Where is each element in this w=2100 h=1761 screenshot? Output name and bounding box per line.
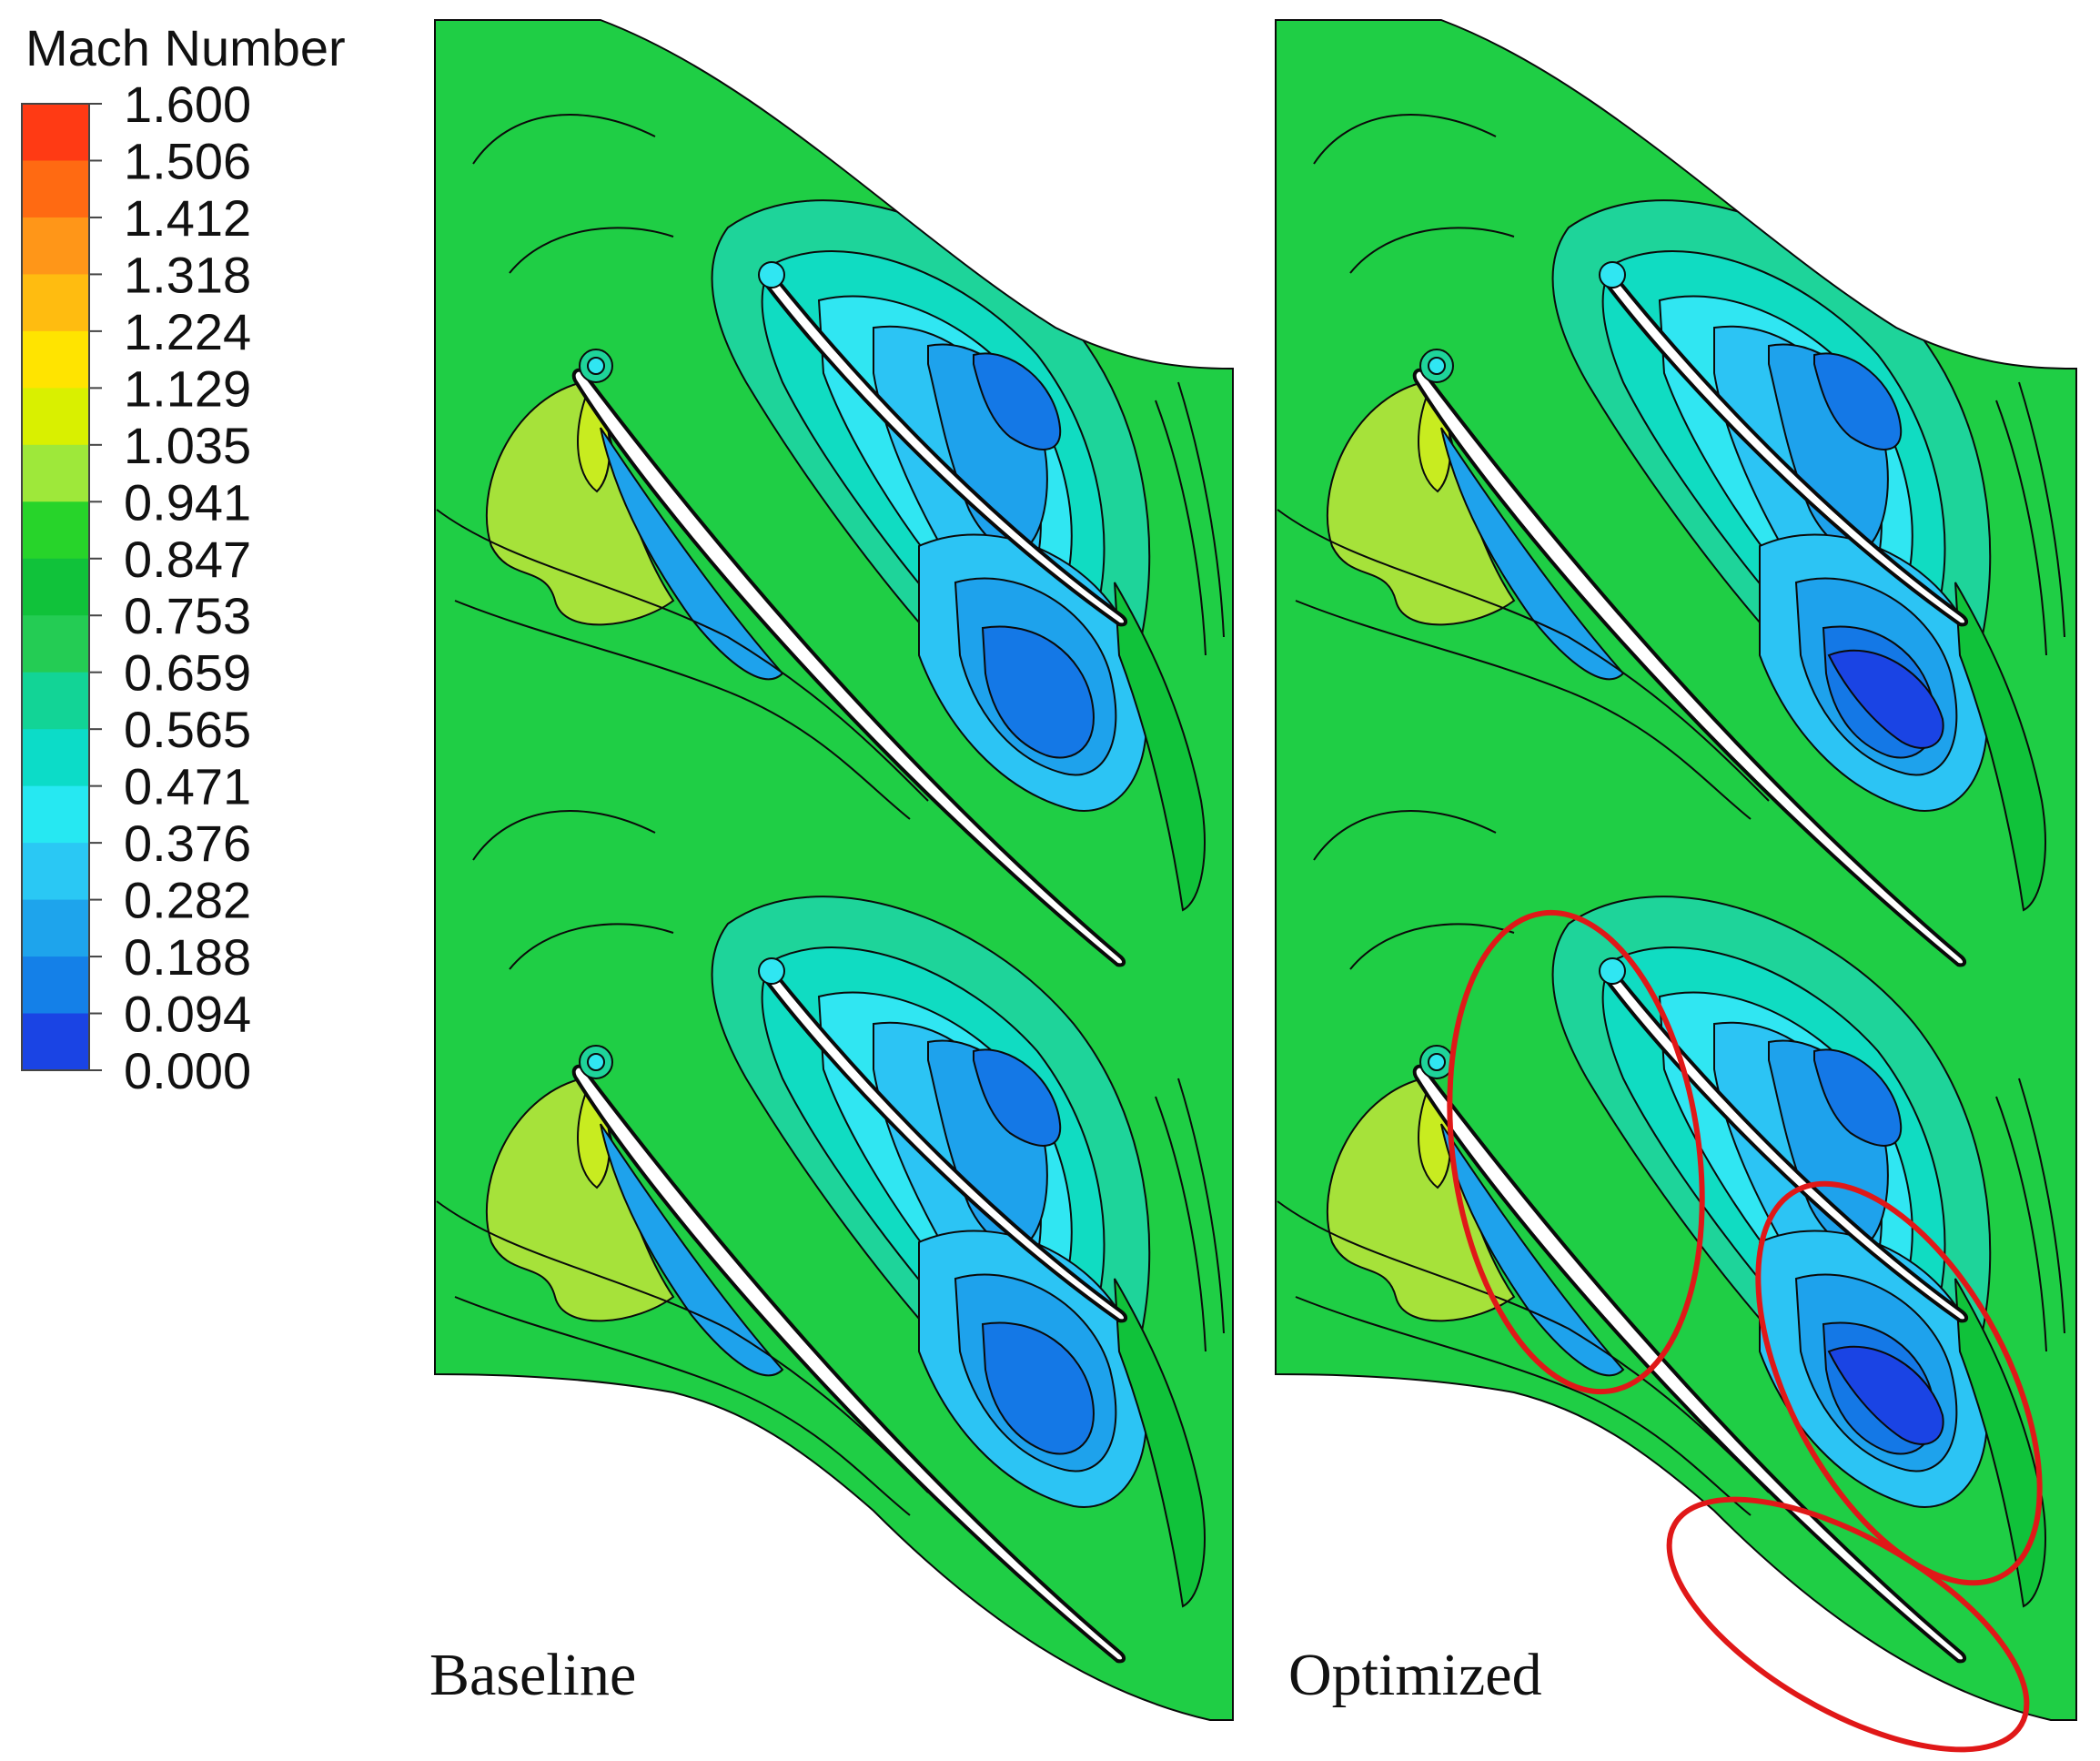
baseline-domain-outline xyxy=(434,19,1234,1721)
legend-band xyxy=(22,956,89,1015)
legend-band xyxy=(22,217,89,275)
legend-band xyxy=(22,558,89,616)
legend-band xyxy=(22,729,89,787)
legend-band xyxy=(22,843,89,901)
legend-color-bands xyxy=(22,104,89,1071)
optimized-label: Optimized xyxy=(1288,1642,1542,1708)
optimized-domain-outline xyxy=(1275,19,2077,1721)
legend-band xyxy=(22,104,89,161)
legend-tick-label: 0.659 xyxy=(124,644,251,702)
legend-tick-labels: 1.6001.5061.4121.3181.2241.1291.0350.941… xyxy=(89,76,251,1099)
baseline-panel: Baseline xyxy=(426,19,1234,1721)
legend-tick-label: 0.376 xyxy=(124,815,251,872)
highlight-ellipse-leading-edge xyxy=(1447,909,1705,1395)
legend-frame xyxy=(21,103,90,1071)
legend-band xyxy=(22,160,89,218)
optimized-panel: Optimized xyxy=(1274,19,2077,1753)
legend-tick-label: 0.188 xyxy=(124,928,251,986)
legend-band xyxy=(22,615,89,673)
legend-tick-label: 0.282 xyxy=(124,872,251,929)
colorbar-legend: Mach Number 1.6001.5061.4121.3181.2241.1… xyxy=(21,19,346,1099)
legend-tick-label: 0.471 xyxy=(124,758,251,815)
legend-tick-label: 1.318 xyxy=(124,246,251,303)
legend-tick-label: 0.941 xyxy=(124,473,251,531)
legend-band xyxy=(22,330,89,389)
legend-tick-label: 0.847 xyxy=(124,531,251,588)
legend-tick-label: 1.035 xyxy=(124,417,251,474)
legend-band xyxy=(22,388,89,446)
legend-tick-label: 1.506 xyxy=(124,132,251,189)
legend-tick-label: 0.753 xyxy=(124,587,251,644)
legend-band xyxy=(22,501,89,560)
legend-band xyxy=(22,899,89,957)
legend-tick-label: 1.129 xyxy=(124,359,251,417)
legend-band xyxy=(22,274,89,332)
legend-tick-label: 0.094 xyxy=(124,986,251,1043)
legend-tick-label: 1.600 xyxy=(124,76,251,133)
legend-tick-label: 1.412 xyxy=(124,189,251,247)
baseline-label: Baseline xyxy=(429,1642,636,1708)
legend-tick-label: 0.000 xyxy=(124,1042,251,1099)
legend-tick-label: 0.565 xyxy=(124,701,251,758)
highlight-ellipse-passage-core xyxy=(1755,1180,2043,1586)
highlight-ellipse-trailing-edge xyxy=(1666,1496,2030,1753)
legend-band xyxy=(22,1013,89,1071)
legend-title: Mach Number xyxy=(25,19,346,76)
legend-band xyxy=(22,444,89,502)
legend-band xyxy=(22,672,89,730)
legend-tick-label: 1.224 xyxy=(124,303,251,360)
legend-band xyxy=(22,785,89,844)
